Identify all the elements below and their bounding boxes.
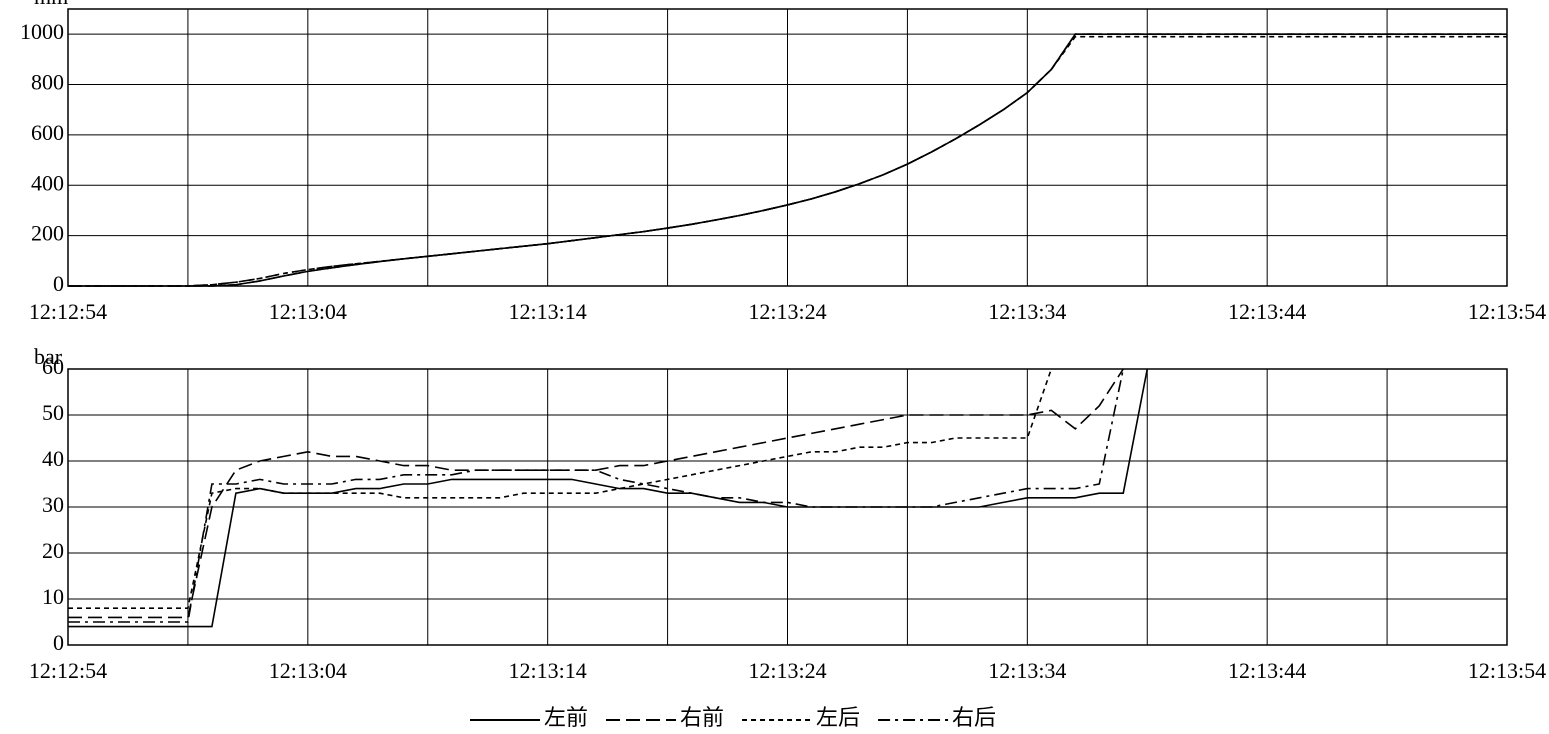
y-tick-label: 800 — [31, 70, 64, 95]
x-tick-label: 12:13:54 — [1468, 299, 1546, 324]
x-tick-label: 12:13:04 — [269, 299, 347, 324]
series-line — [68, 368, 1053, 609]
legend-label: 右前 — [680, 705, 724, 730]
y-tick-label: 20 — [42, 538, 64, 563]
y-tick-label: 600 — [31, 120, 64, 145]
y-tick-label: 0 — [53, 271, 64, 296]
y-axis-unit: mm — [34, 0, 68, 9]
y-tick-label: 30 — [42, 492, 64, 517]
x-tick-label: 12:13:24 — [748, 658, 826, 683]
series-line — [68, 368, 1149, 628]
x-tick-label: 12:13:34 — [988, 658, 1066, 683]
y-tick-label: 1000 — [20, 19, 64, 44]
x-tick-label: 12:13:14 — [509, 299, 587, 324]
y-tick-label: 0 — [53, 630, 64, 655]
x-tick-label: 12:13:24 — [748, 299, 826, 324]
x-tick-label: 12:13:44 — [1228, 658, 1306, 683]
legend-label: 右后 — [952, 705, 996, 730]
x-tick-label: 12:13:44 — [1228, 299, 1306, 324]
y-tick-label: 400 — [31, 170, 64, 195]
legend-label: 左后 — [816, 705, 860, 730]
y-tick-label: 50 — [42, 400, 64, 425]
legend-label: 左前 — [544, 705, 588, 730]
series-line — [68, 368, 1125, 623]
series-line — [68, 33, 1507, 287]
x-tick-label: 12:12:54 — [29, 658, 107, 683]
x-tick-label: 12:13:34 — [988, 299, 1066, 324]
y-tick-label: 200 — [31, 221, 64, 246]
y-tick-label: 40 — [42, 446, 64, 471]
x-tick-label: 12:12:54 — [29, 299, 107, 324]
y-tick-label: 60 — [42, 354, 64, 379]
y-axis-unit: bar — [34, 344, 63, 369]
y-tick-label: 10 — [42, 584, 64, 609]
series-line — [68, 368, 1124, 619]
x-tick-label: 12:13:14 — [509, 658, 587, 683]
x-tick-label: 12:13:04 — [269, 658, 347, 683]
x-tick-label: 12:13:54 — [1468, 658, 1546, 683]
